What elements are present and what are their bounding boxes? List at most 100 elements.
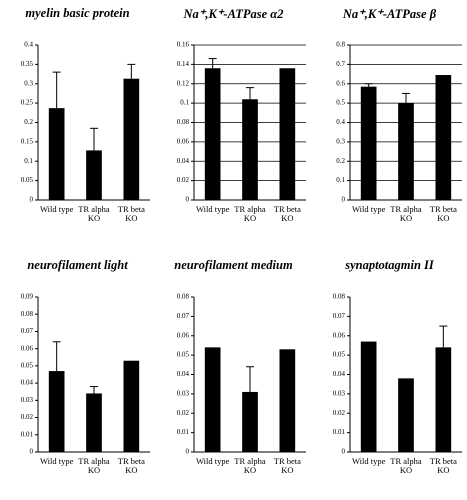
y-tick-label: 0.14	[177, 60, 190, 68]
error-bar	[127, 63, 136, 79]
y-tick-label: 0.07	[21, 327, 34, 335]
error-bar	[90, 386, 98, 394]
chart: 0 0.02 0.04 0.06 0.08 0.1 0.12 0.14 0.16	[177, 41, 306, 204]
y-tick-label: 0.01	[177, 428, 190, 436]
y-tick-label: 0.09	[21, 293, 34, 301]
error-bar	[52, 71, 61, 109]
y-tick-label: 0.02	[333, 409, 346, 417]
bar	[86, 393, 102, 452]
y-tick-label: 0.35	[21, 60, 34, 68]
y-tick-label: 0.8	[336, 41, 345, 49]
error-bar	[208, 58, 217, 69]
y-tick-label: 0.01	[333, 428, 346, 436]
bar	[204, 68, 221, 200]
x-tick-label: TR alpha KO	[390, 456, 422, 475]
panel-title: myelin basic protein	[25, 6, 130, 20]
y-tick-label: 0.1	[24, 157, 33, 165]
panel-title: Na⁺,K⁺-ATPase α2	[183, 7, 284, 21]
y-tick-label: 0.05	[21, 361, 34, 369]
panel: synaptotagmin II 0 0.01 0.02 0.03 0.04 0.05 0.0…	[312, 252, 467, 497]
bar	[48, 108, 65, 200]
y-tick-label: 0.3	[336, 137, 345, 145]
y-tick-label: 0.4	[336, 118, 345, 126]
y-tick-label: 0.03	[177, 389, 190, 397]
y-tick-label: 0.3	[24, 79, 33, 87]
x-tick-label: TR beta KO	[117, 204, 145, 223]
y-tick-label: 0.08	[177, 118, 190, 126]
bar	[123, 360, 140, 452]
bar	[204, 347, 221, 452]
y-tick-label: 0.1	[336, 176, 345, 184]
error-bar	[52, 341, 61, 372]
x-tick-label: TR alpha KO	[234, 456, 266, 475]
y-tick-label: 0.15	[21, 137, 34, 145]
y-tick-label: 0.06	[333, 331, 346, 339]
y-tick-label: 0.03	[21, 396, 34, 404]
panel: Na⁺,K⁺-ATPase β 0 0.1 0.2 0.3 0.4 0.5 0.6 0.7 0.8…	[312, 0, 467, 245]
y-tick-label: 0.04	[21, 379, 34, 387]
x-tick-label: Wild type	[351, 204, 386, 214]
bar	[242, 391, 258, 452]
y-tick-label: 0.04	[177, 157, 190, 165]
y-tick-label: 0.03	[333, 389, 346, 397]
x-tick-label: TR alpha KO	[234, 204, 266, 223]
y-tick-label: 0.07	[177, 312, 190, 320]
y-tick-label: 0	[30, 448, 34, 456]
y-tick-label: 0.12	[177, 79, 190, 87]
x-tick-label: TR beta KO	[273, 456, 301, 475]
y-tick-label: 0.04	[333, 370, 346, 378]
x-tick-label: TR alpha KO	[78, 456, 110, 475]
x-tick-label: TR alpha KO	[78, 204, 110, 223]
bar	[242, 99, 258, 200]
y-tick-label: 0.02	[177, 176, 190, 184]
y-tick-label: 0	[186, 448, 190, 456]
y-tick-label: 0.16	[177, 41, 190, 49]
panel-title: neurofilament medium	[174, 258, 293, 272]
y-tick-label: 0	[186, 196, 190, 204]
x-tick-label: Wild type	[351, 456, 386, 466]
x-tick-label: TR beta KO	[429, 204, 457, 223]
error-bar	[90, 127, 98, 151]
y-tick-label: 0	[342, 448, 346, 456]
y-tick-label: 0.08	[333, 293, 346, 301]
y-tick-label: 0.02	[21, 413, 34, 421]
y-tick-label: 0.02	[177, 409, 190, 417]
y-tick-label: 0.05	[333, 351, 346, 359]
y-tick-label: 0.05	[21, 176, 34, 184]
x-tick-label: TR beta KO	[429, 456, 457, 475]
y-tick-label: 0.06	[21, 344, 34, 352]
y-tick-label: 0.5	[336, 99, 345, 107]
bar	[123, 78, 140, 200]
chart: 0 0.1 0.2 0.3 0.4 0.5 0.6 0.7 0.8	[336, 41, 462, 204]
error-bar	[439, 325, 448, 348]
bar	[48, 371, 65, 452]
bar	[398, 103, 414, 200]
chart: 0 0.01 0.02 0.03 0.04 0.05 0.06 0.07 0.08 0.09	[21, 293, 150, 456]
y-tick-label: 0.06	[177, 331, 190, 339]
bar	[279, 68, 296, 200]
y-tick-label: 0.4	[24, 41, 33, 49]
error-bar	[402, 92, 410, 104]
chart: 0 0.05 0.1 0.15 0.2 0.25 0.3 0.35 0.4	[21, 41, 150, 204]
bar	[360, 86, 377, 200]
panel-title: synaptotagmin II	[345, 258, 434, 272]
panel: Na⁺,K⁺-ATPase α2 0 0.02 0.04 0.06 0.08 0.1 0.12…	[156, 0, 311, 245]
panel: myelin basic protein 0 0.05 0.1 0.15 0.2 0.25 0…	[0, 0, 155, 245]
y-tick-label: 0.04	[177, 370, 190, 378]
error-bar	[364, 83, 373, 87]
panel: neurofilament medium 0 0.01 0.02 0.03 0.04 0.0…	[156, 252, 311, 497]
y-tick-label: 0	[342, 196, 346, 204]
panel-title: Na⁺,K⁺-ATPase β	[342, 7, 437, 21]
bar	[279, 349, 296, 452]
x-tick-label: TR beta KO	[117, 456, 145, 475]
y-tick-label: 0.6	[336, 79, 345, 87]
x-tick-label: Wild type	[195, 456, 230, 466]
panel-title: neurofilament light	[27, 258, 128, 272]
y-tick-label: 0.07	[333, 312, 346, 320]
error-bar	[246, 366, 254, 392]
y-tick-label: 0.01	[21, 430, 34, 438]
bar	[435, 75, 452, 200]
y-tick-label: 0.1	[180, 99, 189, 107]
y-tick-label: 0.05	[177, 351, 190, 359]
x-tick-label: TR alpha KO	[390, 204, 422, 223]
